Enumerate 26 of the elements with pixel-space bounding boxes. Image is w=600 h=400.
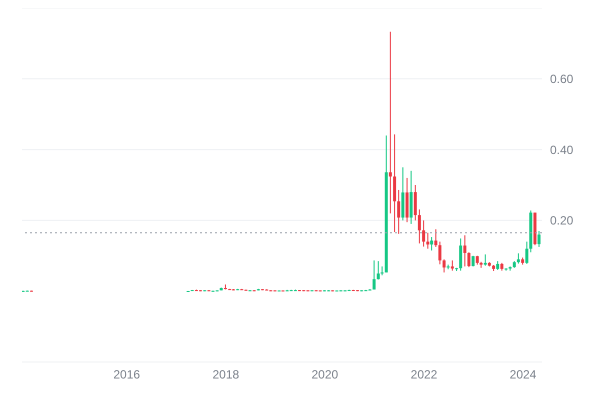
- candlestick: [434, 228, 438, 248]
- x-tick-label: 2018: [212, 368, 240, 382]
- y-tick-label: 0.20: [550, 214, 574, 228]
- x-tick-label: 2016: [113, 368, 140, 382]
- candlestick: [418, 208, 421, 244]
- candlestick: [397, 189, 400, 234]
- candlestick: [376, 260, 380, 280]
- candlestick: [450, 260, 454, 272]
- candlestick: [463, 234, 466, 267]
- candlestick: [467, 252, 470, 268]
- candlestick: [442, 258, 446, 273]
- candlestick: [388, 31, 392, 214]
- y-tick-label: 0.60: [550, 72, 574, 86]
- y-tick-label: 0.40: [550, 142, 574, 157]
- candlestick: [538, 230, 541, 248]
- candlestick: [525, 241, 528, 264]
- candlestick: [438, 241, 442, 265]
- candlestick: [414, 184, 417, 221]
- x-tick-label: 2020: [312, 368, 339, 382]
- x-tick-label: 2022: [410, 368, 438, 382]
- x-tick-label: 2024: [510, 368, 537, 382]
- candlestick: [372, 260, 376, 290]
- candlestick: [426, 232, 430, 250]
- candlestick: [459, 238, 462, 272]
- candlestick: [430, 236, 434, 251]
- candlestick: [422, 220, 426, 248]
